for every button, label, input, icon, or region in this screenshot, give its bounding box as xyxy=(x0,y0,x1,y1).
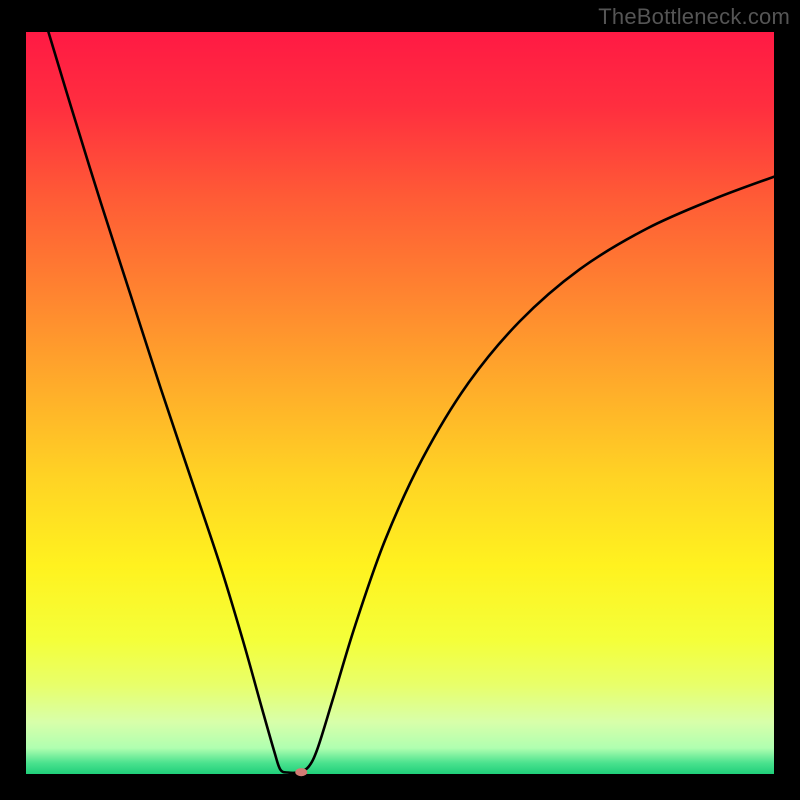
chart-frame: TheBottleneck.com xyxy=(0,0,800,800)
optimal-point-marker xyxy=(295,768,307,776)
bottleneck-v-chart xyxy=(0,0,800,800)
watermark-text: TheBottleneck.com xyxy=(598,4,790,30)
gradient-background xyxy=(26,32,774,774)
